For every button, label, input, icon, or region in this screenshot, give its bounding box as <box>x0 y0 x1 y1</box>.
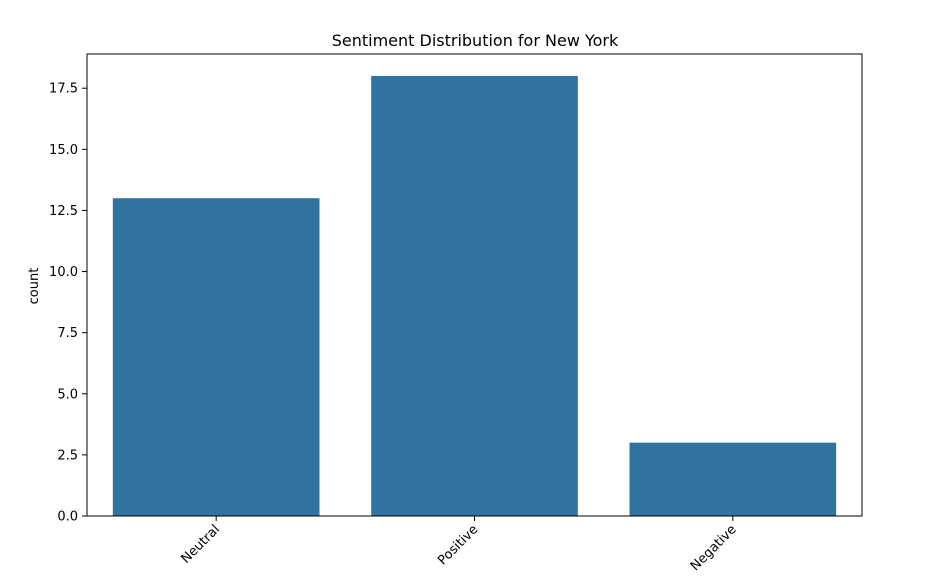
y-tick-label: 7.5 <box>57 326 78 341</box>
y-tick-label: 17.5 <box>49 82 78 97</box>
bar-negative <box>629 442 837 516</box>
y-axis-label: count <box>27 268 42 305</box>
y-tick-label: 15.0 <box>49 143 78 158</box>
y-tick-label: 0.0 <box>57 510 78 525</box>
bar-neutral <box>112 198 320 516</box>
chart-title: Sentiment Distribution for New York <box>332 31 619 50</box>
bar-positive <box>371 76 578 516</box>
y-tick-label: 5.0 <box>57 387 78 402</box>
y-tick-label: 10.0 <box>49 265 78 280</box>
y-tick-label: 2.5 <box>57 448 78 463</box>
y-tick-label: 12.5 <box>49 204 78 219</box>
